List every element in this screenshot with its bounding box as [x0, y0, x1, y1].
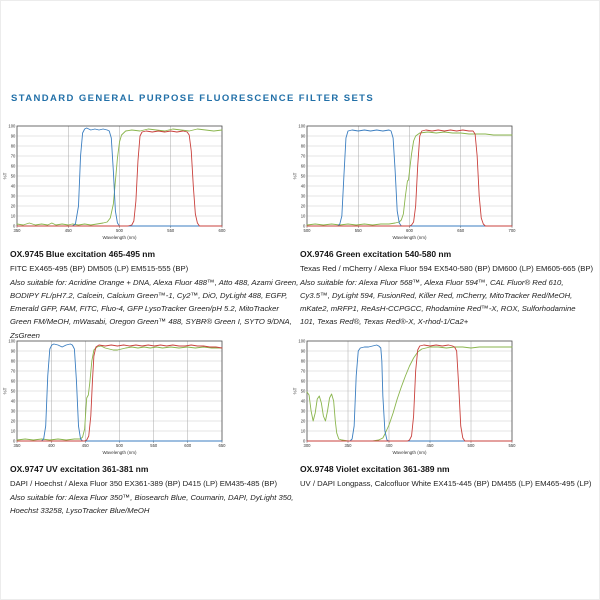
- svg-text:30: 30: [301, 409, 306, 414]
- svg-text:%T: %T: [293, 172, 298, 179]
- compatible-dyes: Also suitable for: Alexa Fluor 350™, Bio…: [10, 492, 294, 516]
- svg-text:400: 400: [48, 443, 56, 448]
- filter-spec: FITC EX465-495 (BP) DM505 (LP) EM515-555…: [10, 263, 189, 273]
- spectrum-chart-ox9748: 0 10 20 30 40 50 60 70 80 90 100 300 350 400 450 500 550…: [293, 339, 517, 455]
- svg-text:90: 90: [301, 134, 306, 139]
- svg-text:40: 40: [11, 399, 16, 404]
- filter-spec: DAPI / Hoechst / Alexa Fluor 350 EX361-3…: [10, 478, 278, 488]
- svg-text:550: 550: [167, 228, 175, 233]
- svg-text:70: 70: [301, 154, 306, 159]
- svg-text:10: 10: [301, 214, 306, 219]
- svg-text:450: 450: [427, 443, 435, 448]
- page-title: STANDARD GENERAL PURPOSE FLUORESCENCE FI…: [11, 93, 375, 104]
- filter-set-heading: OX.9746 Green excitation 540-580 nm: [300, 249, 452, 259]
- svg-text:60: 60: [301, 164, 306, 169]
- svg-text:650: 650: [457, 228, 465, 233]
- svg-text:80: 80: [301, 359, 306, 364]
- svg-text:20: 20: [11, 419, 16, 424]
- svg-text:80: 80: [11, 359, 16, 364]
- svg-text:650: 650: [219, 443, 227, 448]
- filter-set-card-ox9747: 0 10 20 30 40 50 60 70 80 90 100 350 400 450 500 550 600…: [3, 338, 301, 517]
- svg-text:%T: %T: [293, 387, 298, 394]
- spectrum-chart-ox9745: 0 10 20 30 40 50 60 70 80 90 100 350 450 500 550 600 Wav…: [3, 124, 227, 240]
- svg-text:500: 500: [468, 443, 476, 448]
- svg-text:90: 90: [11, 349, 16, 354]
- svg-text:350: 350: [14, 443, 22, 448]
- spectrum-chart-ox9747: 0 10 20 30 40 50 60 70 80 90 100 350 400 450 500 550 600…: [3, 339, 227, 455]
- filter-set-card-ox9746: 0 10 20 30 40 50 60 70 80 90 100 500 550 600 650 700 Wav…: [293, 123, 594, 329]
- svg-text:70: 70: [11, 369, 16, 374]
- svg-text:70: 70: [301, 369, 306, 374]
- svg-text:Wavelength (nm): Wavelength (nm): [102, 235, 137, 240]
- svg-text:30: 30: [11, 194, 16, 199]
- svg-text:550: 550: [509, 443, 517, 448]
- svg-text:500: 500: [304, 228, 312, 233]
- svg-text:80: 80: [11, 144, 16, 149]
- svg-text:100: 100: [8, 339, 16, 344]
- svg-text:10: 10: [11, 429, 16, 434]
- svg-text:350: 350: [345, 443, 353, 448]
- svg-text:40: 40: [11, 184, 16, 189]
- svg-text:0: 0: [13, 439, 16, 444]
- filter-spec: UV / DAPI Longpass, Calcofluor White EX4…: [300, 478, 592, 488]
- svg-text:90: 90: [11, 134, 16, 139]
- svg-text:Wavelength (nm): Wavelength (nm): [102, 450, 137, 455]
- svg-text:550: 550: [150, 443, 158, 448]
- svg-text:20: 20: [301, 419, 306, 424]
- svg-text:300: 300: [304, 443, 312, 448]
- filter-set-card-ox9745: 0 10 20 30 40 50 60 70 80 90 100 350 450 500 550 600 Wav…: [3, 123, 301, 342]
- svg-text:0: 0: [13, 224, 16, 229]
- svg-text:600: 600: [406, 228, 414, 233]
- svg-text:550: 550: [355, 228, 363, 233]
- filter-spec: Texas Red / mCherry / Alexa Fluor 594 EX…: [300, 263, 594, 273]
- svg-text:10: 10: [11, 214, 16, 219]
- svg-text:20: 20: [11, 204, 16, 209]
- svg-text:%T: %T: [3, 387, 8, 394]
- svg-text:0: 0: [303, 439, 306, 444]
- svg-text:60: 60: [301, 379, 306, 384]
- spectrum-chart-ox9746: 0 10 20 30 40 50 60 70 80 90 100 500 550 600 650 700 Wav…: [293, 124, 517, 240]
- svg-text:20: 20: [301, 204, 306, 209]
- filter-set-heading: OX.9747 UV excitation 361-381 nm: [10, 464, 149, 474]
- svg-text:0: 0: [303, 224, 306, 229]
- svg-text:60: 60: [11, 379, 16, 384]
- svg-text:30: 30: [301, 194, 306, 199]
- svg-text:600: 600: [184, 443, 192, 448]
- svg-text:Wavelength (nm): Wavelength (nm): [392, 450, 427, 455]
- svg-text:500: 500: [116, 228, 124, 233]
- svg-text:Wavelength (nm): Wavelength (nm): [392, 235, 427, 240]
- svg-text:100: 100: [298, 339, 306, 344]
- svg-text:450: 450: [82, 443, 90, 448]
- svg-text:100: 100: [8, 124, 16, 129]
- svg-text:50: 50: [11, 174, 16, 179]
- compatible-dyes: Also suitable for: Acridine Orange + DNA…: [10, 277, 299, 340]
- filter-set-card-ox9748: 0 10 20 30 40 50 60 70 80 90 100 300 350 400 450 500 550…: [293, 338, 592, 491]
- svg-text:50: 50: [11, 389, 16, 394]
- svg-text:450: 450: [65, 228, 73, 233]
- svg-text:500: 500: [116, 443, 124, 448]
- svg-text:600: 600: [219, 228, 227, 233]
- svg-text:60: 60: [11, 164, 16, 169]
- svg-text:%T: %T: [3, 172, 8, 179]
- svg-text:30: 30: [11, 409, 16, 414]
- svg-text:350: 350: [14, 228, 22, 233]
- svg-text:50: 50: [301, 174, 306, 179]
- svg-text:400: 400: [386, 443, 394, 448]
- svg-text:40: 40: [301, 399, 306, 404]
- svg-text:40: 40: [301, 184, 306, 189]
- svg-text:70: 70: [11, 154, 16, 159]
- filter-set-heading: OX.9745 Blue excitation 465-495 nm: [10, 249, 156, 259]
- filter-set-heading: OX.9748 Violet excitation 361-389 nm: [300, 464, 450, 474]
- svg-text:100: 100: [298, 124, 306, 129]
- compatible-dyes: Also suitable for: Alexa Fluor 568™, Ale…: [300, 277, 576, 327]
- svg-text:80: 80: [301, 144, 306, 149]
- svg-text:700: 700: [509, 228, 517, 233]
- svg-text:10: 10: [301, 429, 306, 434]
- svg-text:90: 90: [301, 349, 306, 354]
- svg-text:50: 50: [301, 389, 306, 394]
